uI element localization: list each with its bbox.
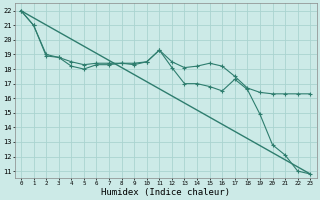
- X-axis label: Humidex (Indice chaleur): Humidex (Indice chaleur): [101, 188, 230, 197]
